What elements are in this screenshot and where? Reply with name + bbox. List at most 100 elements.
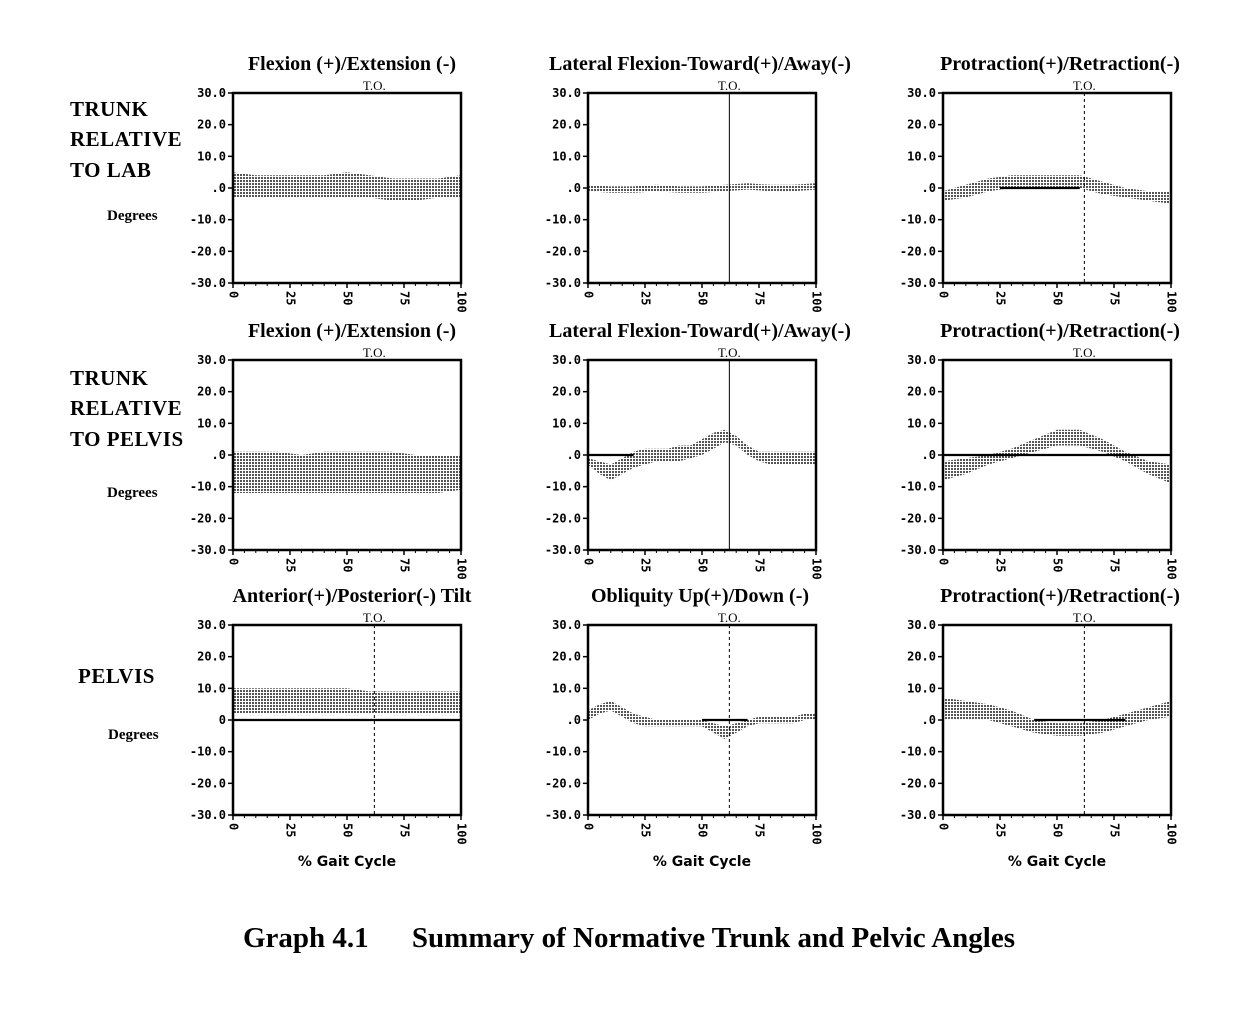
x-tick-label: 75 [753, 558, 767, 572]
y-tick-label: -20.0 [545, 511, 581, 525]
chart-panel: Lateral Flexion-Toward(+)/Away(-) T.O. 30.… [545, 320, 851, 580]
normative-band [588, 429, 816, 481]
chart-panel: Protraction(+)/Retraction(-) T.O. 30.0 20.0… [900, 585, 1180, 870]
toe-off-label: T.O. [363, 345, 386, 360]
x-tick-label: 50 [696, 291, 710, 305]
x-tick-label: 100 [1165, 823, 1179, 845]
normative-band [233, 451, 461, 493]
row-label-line: TRUNK [70, 366, 149, 390]
toe-off-label: T.O. [363, 78, 386, 93]
x-axis-label: % Gait Cycle [653, 854, 751, 870]
y-tick-label: 10.0 [907, 416, 936, 430]
x-tick-label: 75 [398, 823, 412, 837]
x-tick-label: 50 [1051, 291, 1065, 305]
x-axis-label: % Gait Cycle [1008, 854, 1106, 870]
x-tick-label: 100 [810, 291, 824, 313]
x-tick-label: 50 [341, 823, 355, 837]
chart-title: Lateral Flexion-Toward(+)/Away(-) [549, 320, 851, 342]
y-tick-label: -20.0 [545, 776, 581, 790]
y-tick-label: -30.0 [545, 808, 581, 822]
y-tick-label: .0 [922, 713, 936, 727]
x-tick-label: 100 [455, 291, 469, 313]
toe-off-label: T.O. [363, 610, 386, 625]
x-tick-label: 75 [1108, 823, 1122, 837]
x-tick-label: 25 [994, 558, 1008, 572]
chart-panel: Flexion (+)/Extension (-) T.O. 30.0 20.0 10.… [190, 53, 469, 313]
x-tick-label: 25 [284, 558, 298, 572]
toe-off-label: T.O. [718, 345, 741, 360]
x-tick-label: 0 [227, 823, 241, 830]
chart-title: Anterior(+)/Posterior(-) Tilt [233, 585, 472, 607]
figure-caption: Graph 4.1 Summary of Normative Trunk and… [0, 922, 1258, 955]
chart-panel: Flexion (+)/Extension (-) T.O. 30.0 20.0 10.… [190, 320, 469, 580]
x-tick-label: 0 [937, 558, 951, 565]
y-tick-label: 0 [219, 713, 226, 727]
y-tick-label: 30.0 [907, 618, 936, 632]
y-tick-label: 30.0 [907, 353, 936, 367]
x-tick-label: 100 [455, 823, 469, 845]
x-tick-label: 75 [753, 823, 767, 837]
chart-title: Protraction(+)/Retraction(-) [940, 320, 1180, 342]
y-tick-label: -10.0 [190, 213, 226, 227]
x-tick-label: 75 [398, 291, 412, 305]
x-tick-label: 25 [639, 558, 653, 572]
y-tick-label: -30.0 [900, 543, 936, 557]
chart-title: Flexion (+)/Extension (-) [248, 53, 456, 75]
y-tick-label: .0 [567, 448, 581, 462]
y-tick-label: -10.0 [190, 745, 226, 759]
x-tick-label: 75 [753, 291, 767, 305]
y-tick-label: 10.0 [197, 416, 226, 430]
x-tick-label: 100 [810, 558, 824, 580]
chart-panel: Obliquity Up(+)/Down (-) T.O. 30.0 20.0 10.0… [545, 585, 824, 870]
y-tick-label: -10.0 [545, 213, 581, 227]
x-tick-label: 0 [582, 291, 596, 298]
y-tick-label: -20.0 [190, 776, 226, 790]
y-tick-label: .0 [212, 448, 226, 462]
y-tick-label: 10.0 [907, 681, 936, 695]
y-tick-label: .0 [922, 181, 936, 195]
x-tick-label: 0 [582, 823, 596, 830]
y-tick-label: 20.0 [552, 118, 581, 132]
x-tick-label: 50 [696, 823, 710, 837]
row-label-line: RELATIVE [70, 396, 182, 420]
y-tick-label: 20.0 [197, 118, 226, 132]
y-tick-label: -30.0 [900, 808, 936, 822]
toe-off-label: T.O. [1073, 345, 1096, 360]
y-tick-label: .0 [922, 448, 936, 462]
chart-panel: Protraction(+)/Retraction(-) T.O. 30.0 20.0… [900, 53, 1180, 313]
x-tick-label: 25 [639, 823, 653, 837]
y-tick-label: 20.0 [907, 385, 936, 399]
y-tick-label: 30.0 [552, 86, 581, 100]
chart-title: Lateral Flexion-Toward(+)/Away(-) [549, 53, 851, 75]
y-tick-label: -20.0 [900, 511, 936, 525]
y-tick-label: -10.0 [900, 213, 936, 227]
y-tick-label: -20.0 [190, 244, 226, 258]
y-tick-label: 30.0 [552, 618, 581, 632]
chart-panel: Anterior(+)/Posterior(-) Tilt T.O. 30.0 20.… [190, 585, 472, 870]
y-tick-label: -30.0 [900, 276, 936, 290]
x-tick-label: 50 [341, 291, 355, 305]
y-tick-label: 20.0 [552, 385, 581, 399]
x-tick-label: 100 [455, 558, 469, 580]
x-tick-label: 50 [341, 558, 355, 572]
y-tick-label: 20.0 [552, 650, 581, 664]
caption-number: Graph 4.1 [242, 922, 369, 954]
x-tick-label: 25 [284, 823, 298, 837]
y-tick-label: 20.0 [197, 650, 226, 664]
row-label-line: RELATIVE [70, 127, 182, 151]
y-tick-label: 20.0 [907, 650, 936, 664]
row-label-line: TO PELVIS [70, 427, 184, 451]
chart-panel: Protraction(+)/Retraction(-) T.O. 30.0 20.0… [900, 320, 1180, 580]
x-tick-label: 25 [994, 823, 1008, 837]
y-tick-label: 30.0 [197, 618, 226, 632]
y-tick-label: -30.0 [190, 543, 226, 557]
y-tick-label: -20.0 [190, 511, 226, 525]
x-tick-label: 50 [1051, 823, 1065, 837]
y-tick-label: .0 [567, 713, 581, 727]
normative-band [943, 429, 1171, 484]
row-label-line: TRUNK [70, 97, 149, 121]
x-tick-label: 0 [582, 558, 596, 565]
x-tick-label: 100 [1165, 558, 1179, 580]
y-tick-label: .0 [212, 181, 226, 195]
chart-title: Flexion (+)/Extension (-) [248, 320, 456, 342]
